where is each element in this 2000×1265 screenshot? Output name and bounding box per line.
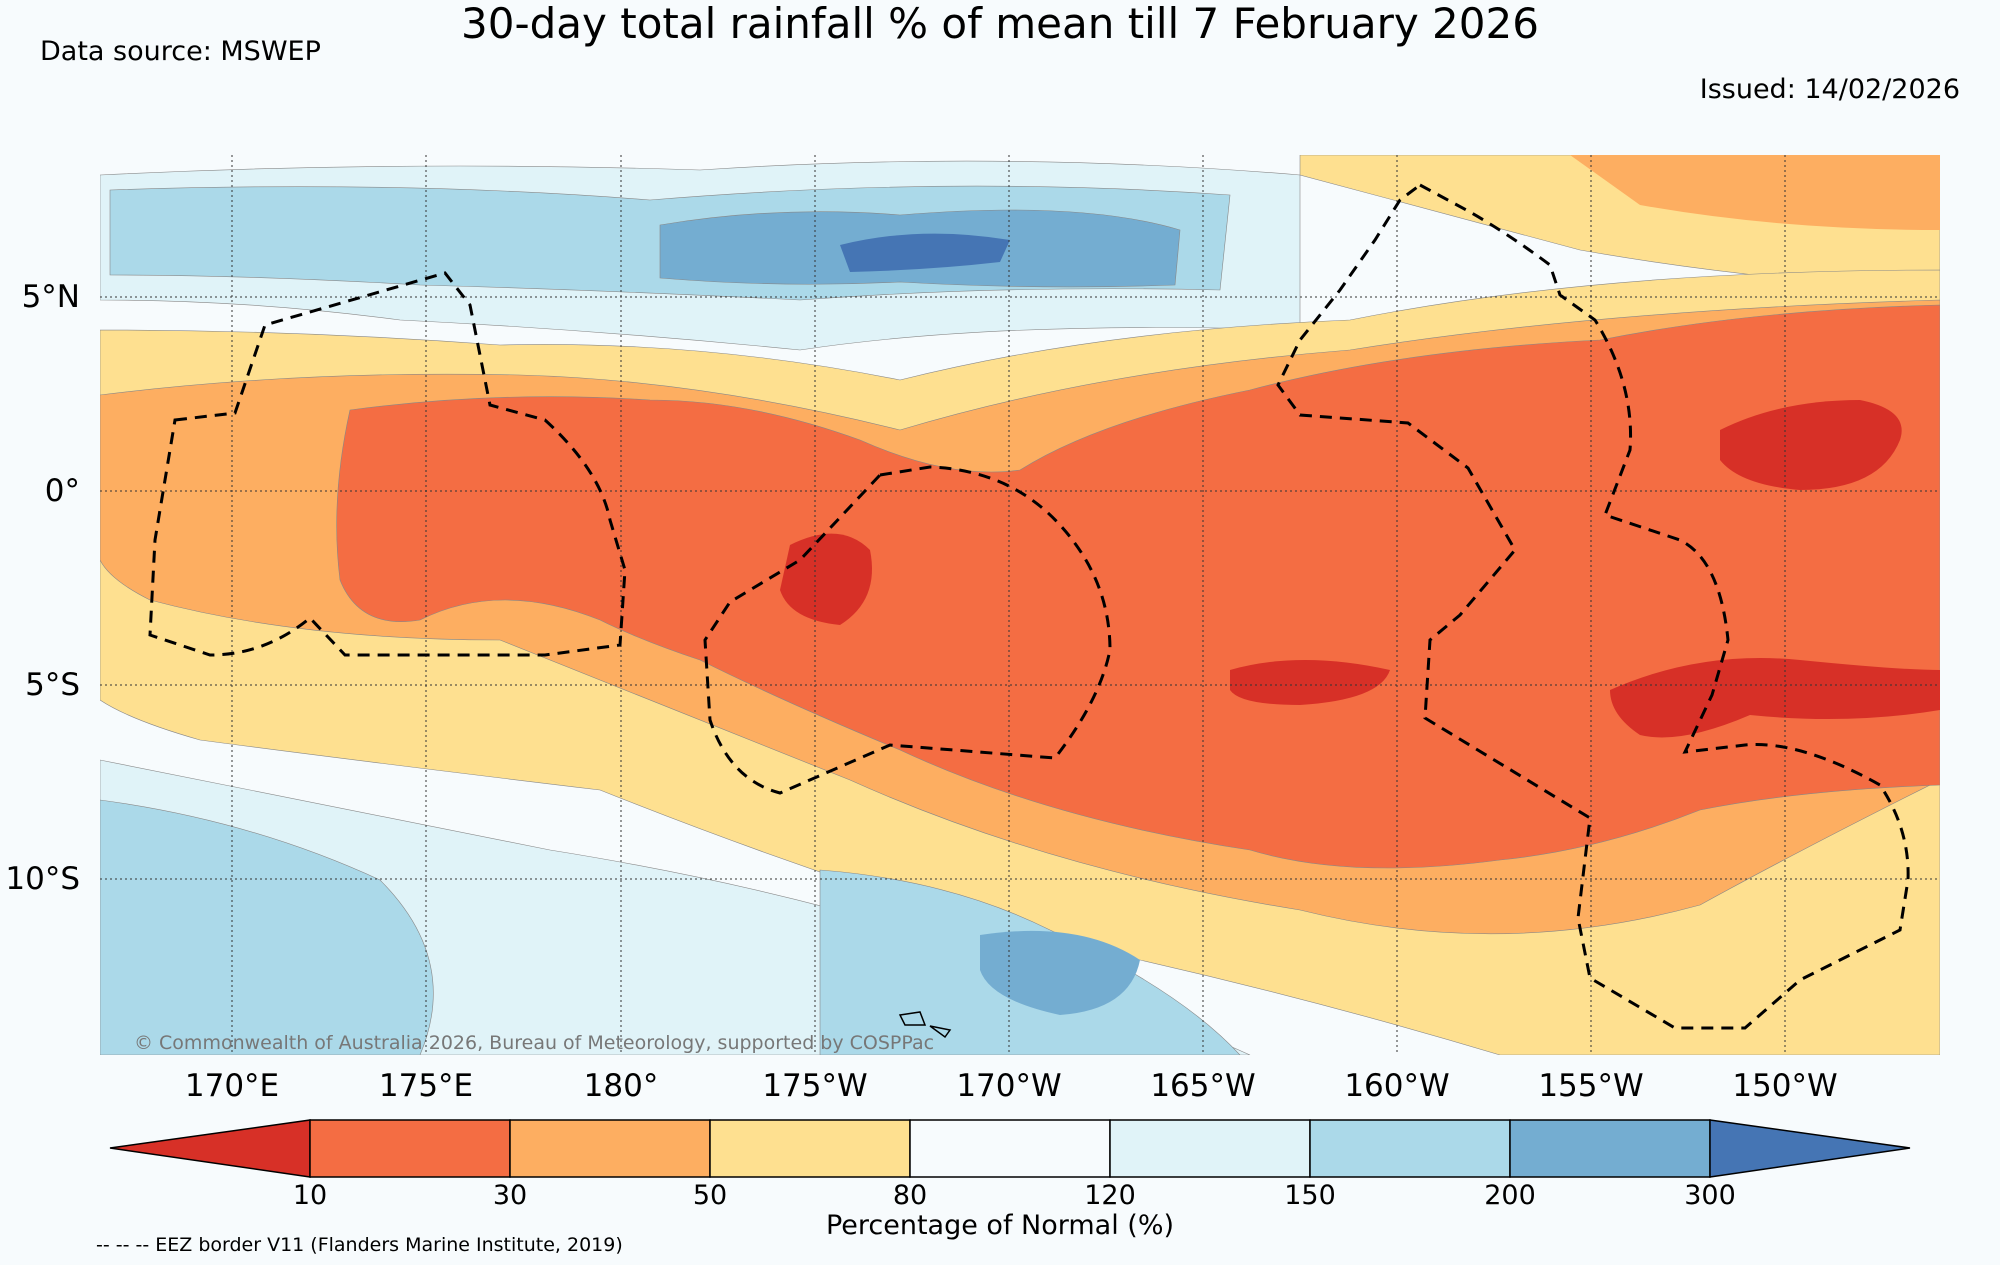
colorbar-tick: 80 — [892, 1180, 928, 1211]
dry-core-2 — [1230, 660, 1390, 705]
colorbar-tick: 10 — [292, 1180, 328, 1211]
data-source-label: Data source: MSWEP — [40, 36, 321, 67]
colorbar — [109, 1119, 1911, 1178]
eez-borders — [148, 183, 1910, 1030]
graticule — [100, 155, 1940, 1055]
colorbar-segment-10-30 — [309, 1119, 511, 1178]
colorbar-segment-80-120 — [909, 1119, 1111, 1178]
colorbar-segment-120-150 — [1109, 1119, 1311, 1178]
colorbar-tick: 50 — [692, 1180, 728, 1211]
lon-label: 165°W — [1150, 1068, 1256, 1104]
lon-label: 155°W — [1538, 1068, 1644, 1104]
colorbar-tick: 300 — [1684, 1180, 1736, 1211]
lon-label: 175°W — [762, 1068, 868, 1104]
north-wettest — [840, 233, 1010, 272]
colorbar-tick: 200 — [1484, 1180, 1536, 1211]
eez-legend-note: -- -- -- EEZ border V11 (Flanders Marine… — [96, 1234, 623, 1256]
lon-label: 170°W — [956, 1068, 1062, 1104]
colorbar-tick: 120 — [1084, 1180, 1136, 1211]
lat-label: 0° — [44, 473, 80, 509]
lon-label: 150°W — [1732, 1068, 1838, 1104]
colorbar-segment-50-80 — [709, 1119, 911, 1178]
lon-label: 180° — [583, 1068, 659, 1104]
colorbar-high-extension — [1709, 1119, 1911, 1178]
lat-label: 5°S — [25, 667, 80, 703]
colorbar-segment-150-200 — [1309, 1119, 1511, 1178]
map-field — [100, 155, 1940, 1055]
copyright-notice: © Commonwealth of Australia 2026, Bureau… — [134, 1032, 935, 1054]
south-wet-inner-1 — [100, 799, 434, 1055]
colorbar-segment-30-50 — [509, 1119, 711, 1178]
map-title: 30-day total rainfall % of mean till 7 F… — [461, 0, 1539, 48]
south-wet-core — [980, 930, 1140, 1015]
lon-label: 170°E — [184, 1068, 280, 1104]
issued-date-label: Issued: 14/02/2026 — [1699, 74, 1960, 105]
colorbar-tick: 30 — [492, 1180, 528, 1211]
island-outline-2 — [929, 1025, 952, 1039]
lat-label: 5°N — [21, 279, 80, 315]
colorbar-segment-200-300 — [1509, 1119, 1711, 1178]
dry-core-4 — [1720, 400, 1902, 490]
colorbar-label: Percentage of Normal (%) — [825, 1210, 1175, 1241]
dry-tongue-30 — [336, 304, 1940, 869]
colorbar-low-extension — [109, 1119, 311, 1178]
colorbar-tick: 150 — [1284, 1180, 1336, 1211]
island-outline — [898, 1011, 927, 1026]
lon-label: 175°E — [378, 1068, 474, 1104]
ne-dry-inner — [1570, 155, 1940, 230]
lat-label: 10°S — [5, 861, 80, 897]
lon-label: 160°W — [1344, 1068, 1450, 1104]
dry-core-3 — [1610, 658, 1940, 738]
